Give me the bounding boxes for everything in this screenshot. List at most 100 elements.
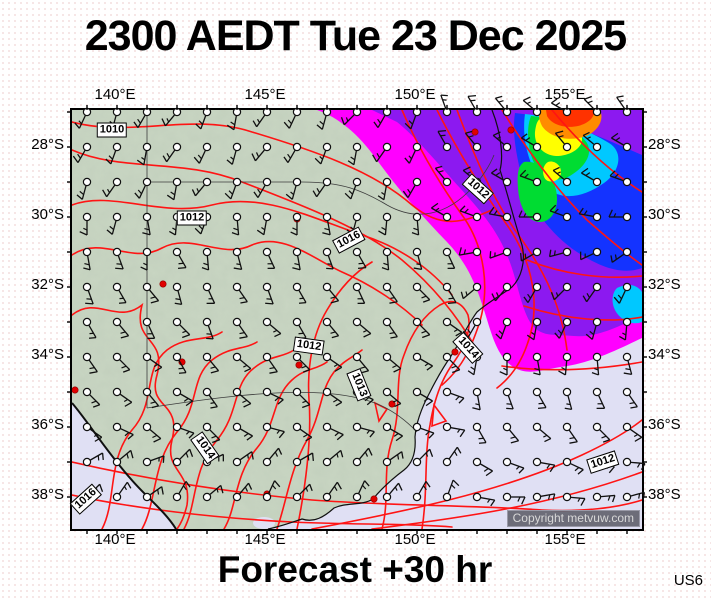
station-circle: [622, 317, 632, 327]
wind-barb: [616, 95, 632, 117]
barb-feather: [142, 232, 151, 236]
barb-feather: [319, 120, 325, 126]
station-circle: [262, 317, 272, 327]
wind-barb: [558, 352, 572, 376]
station-circle: [562, 212, 572, 222]
barb-staff: [434, 167, 445, 180]
barb-staff: [564, 360, 568, 375]
barb-feather: [372, 154, 378, 163]
red-dot-marker: [159, 280, 167, 288]
station-circle: [592, 142, 602, 152]
barb-staff: [177, 290, 183, 305]
station-circle: [502, 352, 512, 362]
barb-feather: [608, 209, 613, 218]
precipitation-area: [612, 285, 642, 324]
wind-barb: [352, 352, 370, 374]
barb-staff: [88, 359, 98, 373]
barb-feather: [367, 447, 373, 456]
barb-feather: [555, 102, 561, 106]
station-circle: [502, 142, 512, 152]
barb-feather: [269, 367, 275, 370]
barb-feather: [183, 398, 189, 402]
wind-barb: [412, 352, 433, 371]
barb-feather: [451, 365, 457, 369]
barb-feather: [549, 204, 557, 212]
wind-barb: [622, 352, 633, 376]
barb-feather: [381, 192, 386, 196]
wind-barb: [232, 451, 254, 467]
wind-barb: [532, 352, 542, 376]
barb-staff: [627, 360, 633, 375]
wind-barb: [442, 479, 460, 502]
wind-barb: [252, 107, 272, 128]
barb-feather: [183, 485, 187, 491]
barb-staff: [521, 137, 534, 146]
barb-staff: [591, 325, 597, 340]
barb-feather: [93, 433, 98, 437]
barb-feather: [185, 452, 189, 458]
wind-barb: [105, 142, 122, 165]
wind-barb: [518, 210, 542, 222]
station-circle: [232, 177, 242, 187]
barb-feather: [123, 398, 128, 402]
barb-staff: [329, 289, 340, 302]
barb-feather: [85, 302, 94, 305]
barb-staff: [464, 132, 475, 145]
barb-feather: [344, 192, 352, 200]
barb-feather: [373, 121, 379, 128]
wind-barb: [106, 212, 122, 235]
page-title: 2300 AEDT Tue 23 Dec 2025: [84, 12, 627, 60]
station-circle: [262, 352, 272, 362]
barb-staff: [554, 132, 565, 145]
barb-feather: [602, 439, 610, 443]
barb-feather: [170, 191, 176, 196]
barb-staff: [88, 325, 97, 338]
barb-feather: [290, 231, 298, 236]
barb-staff: [239, 451, 253, 461]
barb-feather: [552, 166, 560, 172]
barb-feather: [585, 172, 591, 176]
red-dot-marker: [451, 348, 459, 356]
barb-feather: [421, 330, 427, 334]
wind-barb: [172, 387, 193, 407]
barb-feather: [274, 451, 279, 457]
wind-barb: [202, 352, 220, 374]
barb-staff: [138, 185, 146, 199]
barb-feather: [292, 267, 301, 271]
barb-staff: [149, 429, 162, 440]
wind-barb: [322, 387, 343, 407]
wind-barb: [142, 212, 152, 236]
barb-staff: [287, 150, 296, 163]
barb-feather: [582, 131, 590, 137]
wind-barb: [583, 95, 602, 117]
station-circle: [232, 422, 242, 432]
station-circle: [202, 282, 212, 292]
station-circle: [472, 387, 482, 397]
barb-feather: [404, 122, 412, 130]
barb-staff: [118, 481, 128, 495]
barb-feather: [496, 136, 501, 140]
barb-staff: [350, 185, 357, 200]
station-circle: [172, 247, 182, 257]
barb-feather: [72, 155, 79, 163]
barb-feather: [92, 404, 100, 408]
barb-feather: [257, 188, 261, 194]
barb-staff: [599, 429, 611, 441]
barb-staff: [570, 496, 585, 500]
barb-feather: [251, 451, 254, 460]
wind-barb: [352, 422, 375, 438]
barb-feather: [161, 486, 164, 495]
station-circle: [562, 142, 572, 152]
barb-feather: [584, 95, 592, 100]
barb-feather: [330, 296, 336, 299]
wind-barb: [488, 206, 512, 222]
barb-feather: [389, 301, 398, 304]
barb-staff: [359, 359, 370, 372]
station-circle: [142, 422, 152, 432]
barb-feather: [638, 493, 641, 499]
wind-barb: [112, 282, 127, 304]
wind-barb: [402, 177, 422, 198]
pressure-label: 1012: [176, 210, 208, 226]
barb-feather: [495, 172, 501, 176]
map-canvas: [67, 94, 647, 534]
